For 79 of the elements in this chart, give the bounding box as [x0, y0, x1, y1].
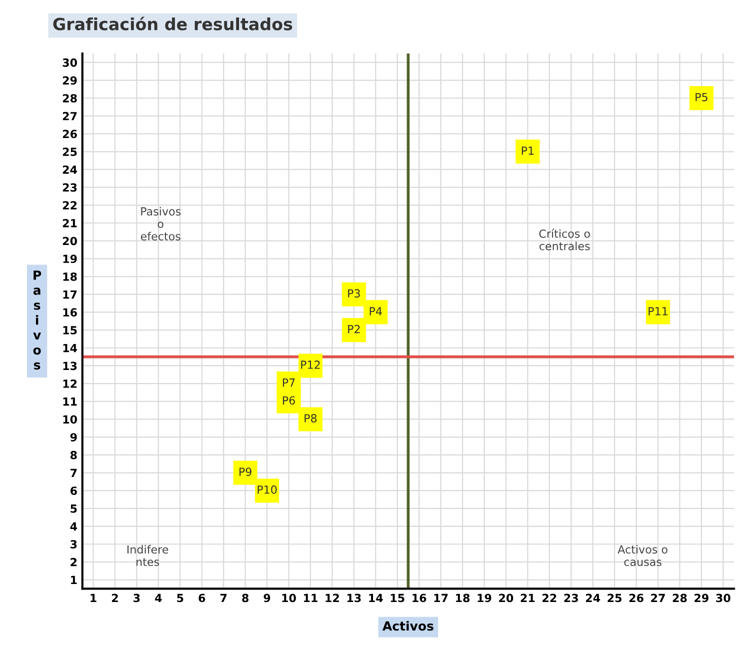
data-label: P3: [348, 289, 360, 298]
y-tick-label: 11: [63, 398, 77, 406]
data-label: P5: [696, 93, 708, 102]
y-axis-title: Pasivos: [33, 270, 42, 370]
y-tick-label: 16: [63, 308, 77, 317]
y-tick-label: 19: [63, 254, 77, 264]
y-tick-label: 28: [62, 94, 77, 102]
data-label: P9: [240, 468, 252, 476]
x-tick-label: 27: [651, 594, 665, 602]
x-tick-label: 22: [542, 594, 556, 602]
data-label: P11: [648, 307, 668, 316]
y-tick-label: 2: [70, 558, 77, 566]
y-tick-label: 10: [63, 415, 77, 424]
y-tick-label: 4: [70, 522, 78, 530]
y-tick-label: 3: [70, 540, 77, 548]
data-label: P2: [348, 324, 360, 334]
data-label: P8: [304, 414, 317, 422]
x-tick-label: 6: [198, 594, 206, 602]
y-tick-label: 7: [70, 468, 77, 477]
x-tick-label: 25: [608, 594, 622, 602]
y-tick-label: 24: [62, 165, 78, 174]
y-tick-label: 17: [63, 290, 77, 299]
annotation: Críticos o centrales: [539, 228, 590, 250]
x-tick-label: 5: [177, 594, 184, 602]
x-tick-label: 28: [672, 594, 687, 602]
x-tick-label: 11: [304, 594, 318, 602]
x-tick-label: 24: [586, 594, 600, 602]
x-tick-label: 21: [520, 594, 535, 602]
x-tick-label: 29: [694, 594, 708, 602]
y-tick-label: 20: [62, 236, 77, 246]
x-tick-label: 20: [499, 594, 514, 602]
y-tick-label: 12: [63, 380, 77, 388]
y-tick-label: 15: [63, 326, 77, 334]
x-tick-label: 9: [264, 594, 270, 602]
x-axis-title: Activos: [382, 621, 434, 631]
annotation: Pasivos o efectos: [140, 206, 181, 240]
data-label: P10: [258, 485, 277, 494]
y-tick-label: 9: [70, 433, 77, 442]
y-tick-label: 25: [62, 148, 77, 156]
x-tick-label: 19: [478, 594, 492, 602]
x-tick-label: 4: [155, 594, 162, 602]
x-tick-label: 15: [390, 594, 404, 602]
y-tick-label: 21: [62, 218, 77, 228]
x-tick-label: 3: [134, 594, 140, 602]
y-tick-label: 8: [70, 450, 77, 460]
data-label: P4: [370, 307, 382, 316]
x-tick-label: 30: [716, 594, 730, 602]
x-tick-label: 18: [456, 594, 470, 602]
y-tick-label: 30: [62, 58, 77, 67]
y-tick-label: 29: [62, 76, 77, 85]
x-tick-label: 16: [412, 594, 426, 602]
annotation: Indifere ntes: [127, 545, 168, 566]
x-tick-label: 10: [282, 594, 296, 602]
y-tick-label: 14: [63, 344, 78, 352]
y-tick-label: 18: [63, 272, 77, 281]
data-label: P6: [282, 396, 295, 405]
x-tick-label: 23: [564, 594, 578, 602]
x-tick-label: 13: [347, 594, 361, 602]
y-tick-label: 23: [62, 183, 77, 192]
y-tick-label: 13: [63, 362, 77, 370]
y-tick-label: 6: [70, 486, 77, 495]
data-label: P12: [301, 360, 320, 369]
y-tick-label: 26: [62, 130, 77, 138]
y-tick-label: 27: [62, 112, 77, 120]
x-tick-label: 1: [90, 594, 96, 602]
x-tick-label: 7: [220, 594, 227, 602]
x-tick-label: 2: [112, 594, 118, 602]
x-tick-label: 26: [629, 594, 644, 602]
y-tick-label: 5: [70, 504, 77, 513]
data-label: P7: [282, 378, 295, 387]
chart-title: Graficación de resultados: [53, 16, 292, 30]
x-tick-label: 8: [242, 594, 248, 602]
annotation: Activos o causas: [618, 545, 668, 566]
x-tick-label: 17: [434, 594, 448, 602]
x-tick-label: 12: [326, 594, 339, 602]
y-tick-label: 22: [62, 201, 77, 210]
x-tick-label: 14: [369, 594, 383, 602]
data-label: P1: [522, 146, 534, 155]
y-tick-label: 1: [71, 576, 77, 584]
